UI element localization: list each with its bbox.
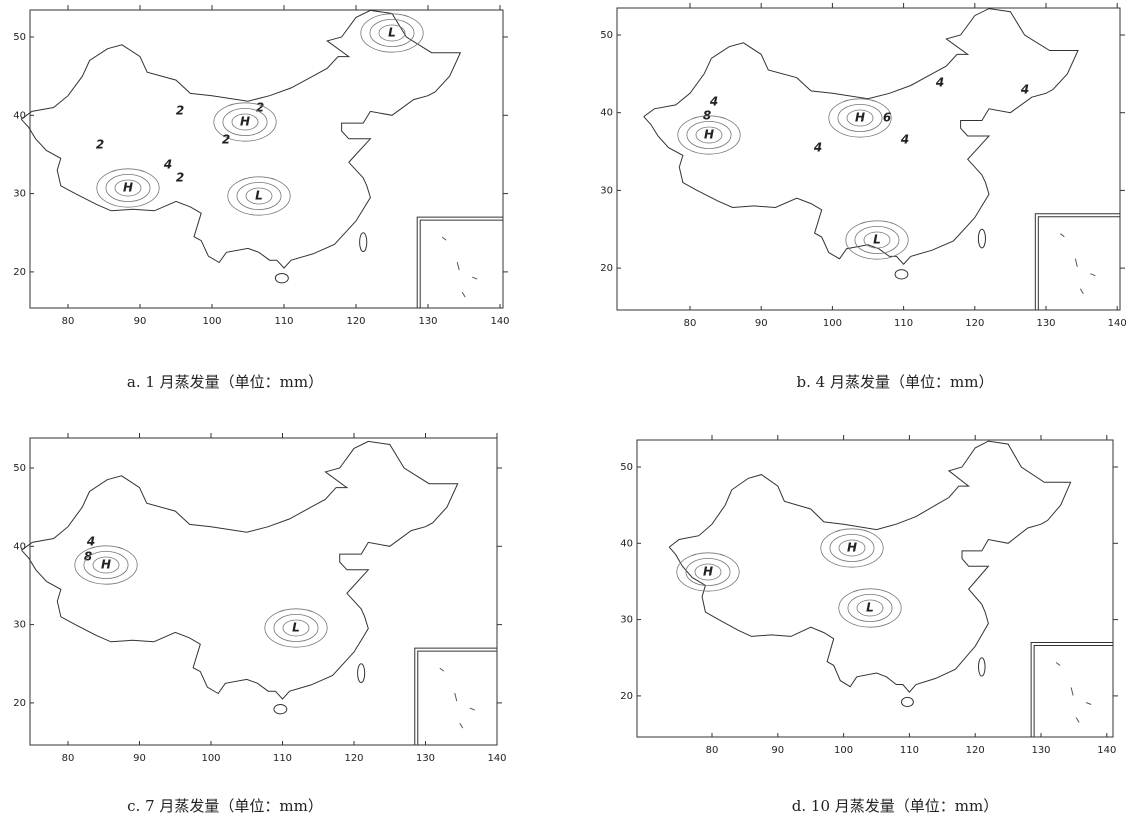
y-tick-label: 20: [13, 267, 26, 278]
hainan-island: [274, 704, 287, 713]
contour-label: 2: [176, 171, 184, 185]
map-frame: [637, 440, 1113, 737]
contour-label: 4: [900, 133, 909, 147]
x-tick-label: 130: [1031, 745, 1050, 756]
x-tick-label: 80: [684, 318, 697, 329]
hainan-island: [902, 697, 914, 706]
map-frame: [617, 8, 1120, 310]
contour-label: 2: [222, 133, 230, 147]
y-tick-label: 50: [13, 32, 26, 43]
contour-label: H: [704, 128, 714, 142]
x-tick-label: 110: [900, 745, 919, 756]
hainan-island: [895, 270, 908, 279]
taiwan-island: [358, 664, 365, 683]
x-tick-label: 120: [344, 753, 363, 764]
y-tick-label: 40: [13, 541, 26, 552]
y-tick-label: 40: [620, 538, 633, 549]
x-tick-label: 110: [273, 753, 292, 764]
x-tick-label: 140: [487, 753, 506, 764]
x-tick-label: 140: [1108, 318, 1127, 329]
contour-label: 2: [176, 104, 184, 118]
x-tick-label: 100: [834, 745, 853, 756]
x-tick-label: 100: [201, 753, 220, 764]
y-tick-label: 20: [620, 691, 633, 702]
panel-caption: c. 7 月蒸发量（单位：mm）: [127, 797, 323, 815]
contour-label: L: [873, 233, 881, 247]
contour-label: H: [101, 558, 111, 572]
y-tick-label: 20: [600, 263, 613, 274]
x-tick-label: 120: [346, 316, 365, 327]
panel-caption: b. 4 月蒸发量（单位：mm）: [797, 373, 994, 391]
contour-label: 6: [883, 111, 891, 125]
figure: 809010011012013014020304050L22H2242HLa. …: [0, 0, 1143, 825]
contour-label: H: [123, 181, 133, 195]
x-tick-label: 100: [202, 316, 221, 327]
y-tick-label: 30: [600, 185, 613, 196]
x-tick-label: 120: [965, 318, 984, 329]
inset-box: [1035, 214, 1120, 310]
contour-label: H: [855, 111, 865, 125]
country-outline: [21, 10, 460, 268]
contour-label: 4: [813, 141, 822, 155]
inset-islands: [1060, 234, 1095, 294]
contour-label: L: [255, 189, 263, 203]
inset-islands: [1056, 662, 1091, 722]
y-tick-label: 50: [13, 463, 26, 474]
contour-label: 4: [86, 535, 95, 549]
x-tick-label: 80: [62, 316, 75, 327]
y-tick-label: 20: [13, 698, 26, 709]
inset-box: [417, 217, 503, 308]
contour-label: H: [703, 565, 713, 579]
x-tick-label: 130: [418, 316, 437, 327]
y-tick-label: 30: [620, 615, 633, 626]
x-tick-label: 110: [274, 316, 293, 327]
x-tick-label: 120: [966, 745, 985, 756]
y-tick-label: 40: [600, 108, 613, 119]
y-tick-label: 50: [620, 462, 633, 473]
hainan-island: [275, 273, 288, 282]
x-tick-label: 80: [62, 753, 75, 764]
x-tick-label: 140: [490, 316, 509, 327]
x-tick-label: 90: [134, 316, 147, 327]
contour-label: 4: [709, 95, 718, 109]
x-tick-label: 140: [1097, 745, 1116, 756]
contour-label: 8: [84, 550, 92, 564]
y-tick-label: 40: [13, 110, 26, 121]
y-tick-label: 30: [13, 189, 26, 200]
x-tick-label: 90: [133, 753, 146, 764]
x-tick-label: 130: [416, 753, 435, 764]
contour-label: H: [240, 115, 250, 129]
map-frame: [30, 10, 503, 308]
contour-label: 4: [163, 158, 172, 172]
contour-label: L: [388, 26, 396, 40]
contour-label: H: [847, 541, 857, 555]
x-tick-label: 130: [1036, 318, 1055, 329]
taiwan-island: [978, 229, 985, 248]
contour-label: 2: [96, 138, 104, 152]
inset-islands: [442, 237, 477, 297]
x-tick-label: 90: [755, 318, 768, 329]
y-tick-label: 50: [600, 30, 613, 41]
y-tick-label: 30: [13, 620, 26, 631]
panel-caption: d. 10 月蒸发量（单位：mm）: [792, 797, 998, 815]
contour-label: 4: [935, 76, 944, 90]
contour-label: 4: [1020, 83, 1029, 97]
x-tick-label: 100: [823, 318, 842, 329]
inset-islands: [440, 668, 475, 728]
country-outline: [22, 441, 458, 699]
panel-caption: a. 1 月蒸发量（单位：mm）: [127, 373, 323, 391]
taiwan-island: [360, 233, 367, 252]
x-tick-label: 80: [706, 745, 719, 756]
country-outline: [669, 441, 1070, 692]
x-tick-label: 110: [894, 318, 913, 329]
contour-label: L: [292, 621, 300, 635]
contour-label: L: [866, 601, 874, 615]
x-tick-label: 90: [771, 745, 784, 756]
taiwan-island: [978, 658, 985, 676]
